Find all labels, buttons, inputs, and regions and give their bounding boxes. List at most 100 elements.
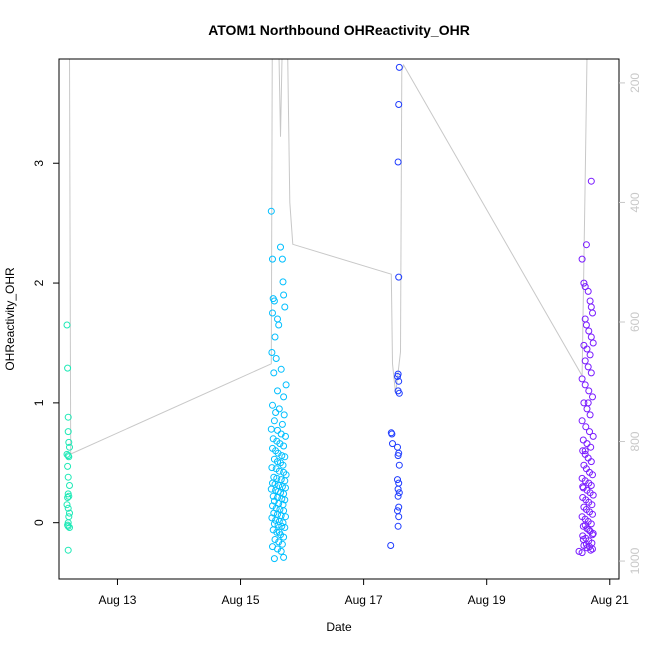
chart-title: ATOM1 Northbound OHReactivity_OHR (208, 22, 470, 38)
data-point (394, 373, 401, 380)
data-point (277, 547, 285, 555)
secondary-series-line (69, 59, 588, 454)
data-point (589, 432, 597, 440)
data-point (394, 507, 401, 515)
y-axis-label: OHReactivity_OHR (3, 267, 17, 371)
data-point (280, 442, 288, 450)
data-point (587, 482, 595, 489)
y2-tick-label: 600 (628, 312, 642, 332)
data-point (267, 207, 275, 215)
data-point (64, 522, 72, 530)
data-point (579, 483, 587, 491)
data-point (269, 502, 276, 510)
data-point (584, 399, 592, 407)
data-point (587, 443, 595, 451)
data-point (65, 453, 73, 461)
data-point (282, 513, 289, 521)
data-point (587, 303, 595, 311)
data-point (270, 369, 278, 377)
data-point (272, 409, 280, 416)
data-point (64, 473, 72, 481)
data-point (586, 297, 594, 305)
data-point (587, 177, 595, 185)
data-point (274, 315, 281, 323)
data-point (579, 536, 587, 543)
data-point (270, 509, 278, 517)
data-point (581, 477, 589, 485)
data-point (66, 443, 73, 451)
data-point (395, 461, 403, 469)
data-point (282, 381, 290, 389)
data-point (274, 426, 281, 434)
data-point (275, 538, 283, 546)
data-point (581, 381, 589, 389)
x-tick-label: Aug 21 (591, 593, 629, 607)
data-point (269, 492, 277, 500)
data-point (269, 401, 276, 409)
data-point (270, 417, 278, 425)
data-point (65, 513, 73, 521)
data-point (64, 494, 72, 501)
data-point (394, 158, 402, 166)
data-point (275, 405, 283, 413)
data-point (279, 461, 287, 469)
data-point (281, 496, 289, 504)
data-point (394, 522, 402, 530)
data-point (587, 546, 595, 554)
data-point (278, 540, 286, 548)
data-point (589, 510, 596, 518)
data-point (581, 357, 589, 365)
y-axis-right: 200 400 600 800 1000 (619, 73, 642, 574)
data-point (66, 509, 73, 517)
data-point (387, 542, 395, 549)
y-tick-label: 3 (32, 160, 46, 167)
data-point (272, 355, 280, 362)
data-point (280, 533, 288, 541)
data-point (275, 321, 283, 329)
data-point (389, 440, 396, 448)
x-tick-label: Aug 19 (468, 593, 506, 607)
y-tick-label: 1 (32, 399, 46, 406)
data-point (277, 365, 285, 373)
data-point (589, 545, 596, 553)
data-point (395, 513, 403, 521)
plot-frame (58, 58, 620, 580)
data-point (580, 399, 588, 407)
data-point (394, 485, 402, 493)
data-point (589, 471, 596, 479)
data-point (587, 333, 595, 341)
data-point (587, 369, 595, 377)
data-point (581, 447, 589, 455)
data-point (588, 501, 596, 509)
data-point (63, 501, 71, 509)
y-tick-label: 0 (32, 519, 46, 526)
data-point (589, 309, 596, 317)
data-point (278, 255, 286, 263)
data-point (64, 364, 72, 372)
data-point (66, 482, 73, 489)
data-point (589, 530, 597, 537)
x-tick-label: Aug 17 (345, 593, 383, 607)
data-point (281, 477, 289, 485)
data-point (270, 555, 278, 563)
data-point (269, 526, 277, 534)
data-point (584, 287, 592, 295)
data-point (277, 512, 285, 519)
data-point (578, 375, 586, 383)
data-point (275, 467, 283, 475)
data-point (279, 278, 287, 286)
data-point (589, 339, 597, 347)
data-point (587, 458, 595, 466)
data-point (394, 476, 401, 484)
data-point (280, 411, 288, 419)
data-point (268, 514, 276, 522)
data-point (269, 309, 276, 317)
data-point (395, 503, 403, 511)
data-point (578, 255, 586, 263)
secondary-line-layer (69, 59, 588, 454)
data-point (280, 553, 288, 561)
y2-tick-label: 200 (628, 73, 642, 93)
data-point (586, 428, 593, 436)
data-point (583, 345, 591, 353)
